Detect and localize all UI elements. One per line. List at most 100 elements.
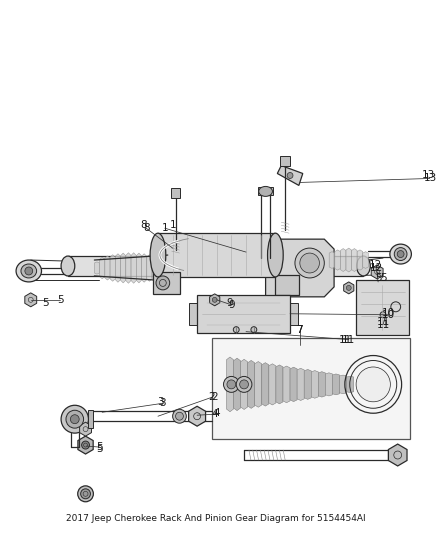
Text: 7: 7 xyxy=(297,325,303,335)
Text: 5: 5 xyxy=(375,273,381,283)
Ellipse shape xyxy=(394,248,407,261)
Text: 10: 10 xyxy=(381,310,395,320)
Polygon shape xyxy=(240,359,247,409)
Polygon shape xyxy=(136,253,141,283)
Bar xyxy=(153,272,180,294)
Bar xyxy=(288,303,298,325)
Text: 8: 8 xyxy=(140,220,147,230)
Polygon shape xyxy=(131,253,136,283)
Text: 13: 13 xyxy=(421,171,434,181)
Bar xyxy=(280,156,290,166)
Text: 5: 5 xyxy=(96,444,102,454)
Ellipse shape xyxy=(81,441,89,449)
Polygon shape xyxy=(269,364,276,405)
Bar xyxy=(197,295,290,333)
Ellipse shape xyxy=(390,244,411,264)
Polygon shape xyxy=(247,360,255,408)
Polygon shape xyxy=(357,250,363,270)
Text: 2: 2 xyxy=(208,392,215,402)
Ellipse shape xyxy=(81,489,90,499)
Text: 3: 3 xyxy=(159,398,166,408)
Text: 5: 5 xyxy=(57,295,64,305)
Polygon shape xyxy=(262,362,269,406)
Text: 4: 4 xyxy=(212,409,218,419)
Ellipse shape xyxy=(300,253,319,273)
Polygon shape xyxy=(265,239,334,297)
Polygon shape xyxy=(297,368,304,400)
Polygon shape xyxy=(162,259,168,277)
Polygon shape xyxy=(110,255,115,281)
Polygon shape xyxy=(363,252,368,269)
Ellipse shape xyxy=(227,380,236,389)
Polygon shape xyxy=(115,254,120,282)
Polygon shape xyxy=(329,252,335,269)
Ellipse shape xyxy=(66,410,84,428)
Ellipse shape xyxy=(268,233,283,277)
Ellipse shape xyxy=(236,376,252,392)
Ellipse shape xyxy=(150,233,166,277)
Bar xyxy=(276,275,299,295)
Text: 11: 11 xyxy=(376,317,390,327)
Polygon shape xyxy=(318,372,325,397)
Text: 11: 11 xyxy=(376,320,390,330)
Text: 2017 Jeep Cherokee Rack And Pinion Gear Diagram for 5154454AI: 2017 Jeep Cherokee Rack And Pinion Gear … xyxy=(66,514,365,523)
Ellipse shape xyxy=(357,256,370,276)
Ellipse shape xyxy=(397,251,404,257)
Polygon shape xyxy=(371,265,383,279)
Text: 9: 9 xyxy=(226,298,233,308)
Polygon shape xyxy=(255,361,262,407)
Text: 2: 2 xyxy=(212,392,218,402)
Ellipse shape xyxy=(251,327,257,333)
Polygon shape xyxy=(80,422,92,436)
Ellipse shape xyxy=(176,412,184,420)
Text: 11: 11 xyxy=(342,335,355,345)
Bar xyxy=(158,233,276,277)
Polygon shape xyxy=(157,257,162,279)
Text: 3: 3 xyxy=(158,397,164,407)
Ellipse shape xyxy=(346,285,351,290)
Ellipse shape xyxy=(25,267,33,275)
Ellipse shape xyxy=(212,297,217,302)
Text: 1: 1 xyxy=(170,220,176,230)
Ellipse shape xyxy=(295,248,324,278)
Polygon shape xyxy=(277,166,303,185)
Polygon shape xyxy=(141,254,147,282)
Text: 4: 4 xyxy=(213,408,220,418)
Polygon shape xyxy=(335,250,340,270)
Polygon shape xyxy=(304,369,311,399)
Text: 10: 10 xyxy=(381,308,395,318)
Polygon shape xyxy=(352,248,357,271)
Polygon shape xyxy=(78,436,93,454)
Ellipse shape xyxy=(71,415,79,424)
Polygon shape xyxy=(120,253,126,283)
Bar xyxy=(88,410,93,428)
Ellipse shape xyxy=(240,380,248,389)
Ellipse shape xyxy=(61,405,88,433)
Polygon shape xyxy=(276,365,283,404)
Polygon shape xyxy=(233,358,240,410)
Bar xyxy=(68,256,364,276)
Ellipse shape xyxy=(380,312,386,318)
Polygon shape xyxy=(210,294,220,306)
Text: 12: 12 xyxy=(368,260,382,270)
Ellipse shape xyxy=(259,187,272,196)
Polygon shape xyxy=(325,373,332,396)
Text: 12: 12 xyxy=(370,263,383,273)
Text: 5: 5 xyxy=(42,298,49,308)
Text: 9: 9 xyxy=(228,300,235,310)
Polygon shape xyxy=(226,357,233,411)
Text: 13: 13 xyxy=(424,173,437,183)
Polygon shape xyxy=(99,257,105,279)
Ellipse shape xyxy=(287,173,293,179)
Bar xyxy=(171,188,180,198)
Polygon shape xyxy=(147,255,152,281)
Polygon shape xyxy=(344,282,354,294)
Ellipse shape xyxy=(78,486,93,502)
Ellipse shape xyxy=(356,367,390,402)
Ellipse shape xyxy=(156,276,170,290)
Bar xyxy=(212,337,410,439)
Polygon shape xyxy=(189,406,205,426)
Polygon shape xyxy=(389,444,407,466)
Bar xyxy=(356,280,410,335)
Polygon shape xyxy=(25,293,37,307)
